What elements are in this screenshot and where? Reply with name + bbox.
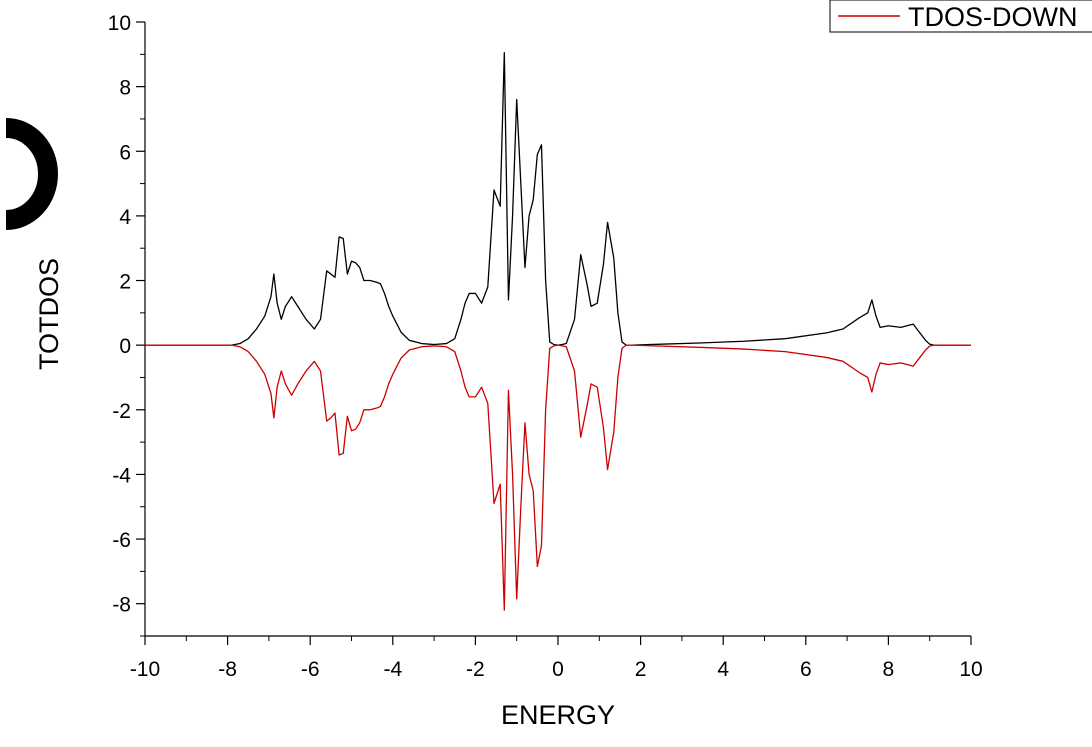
series-line-tdos-up (145, 52, 971, 346)
ticks-layer: -10 -8 -6 -4 -2 0 2 4 6 8 10 10 8 6 4 2 0 -2 -4 -6 -8 (108, 12, 983, 681)
x-tick-label: -10 (130, 658, 160, 681)
y-tick-label: 8 (119, 77, 131, 100)
y-tick-label: 10 (108, 12, 131, 35)
series-line-tdos-down (145, 344, 971, 611)
x-tick-label: 8 (883, 658, 895, 681)
y-tick-label: -4 (112, 464, 131, 487)
y-tick-label: 0 (119, 335, 131, 358)
y-tick-label: 4 (119, 206, 131, 229)
x-axis-title: ENERGY (501, 700, 615, 730)
y-axis-title: TOTDOS (34, 258, 64, 370)
c-glyph-fragment-icon (5, 118, 58, 230)
x-tick-label: 2 (635, 658, 647, 681)
y-tick-label: -8 (112, 594, 131, 617)
x-tick-label: 10 (959, 658, 982, 681)
x-tick-label: -4 (383, 658, 402, 681)
x-tick-label: -8 (218, 658, 237, 681)
y-tick-label: 6 (119, 141, 131, 164)
x-tick-label: 4 (717, 658, 729, 681)
series-layer (145, 52, 971, 611)
y-tick-label: -2 (112, 400, 131, 423)
legend: TDOS-DOWN (829, 0, 1092, 33)
logo-fragment (5, 118, 58, 230)
x-tick-label: -6 (301, 658, 320, 681)
x-tick-label: -2 (466, 658, 485, 681)
legend-label-tdos-down: TDOS-DOWN (908, 2, 1077, 32)
axes (144, 22, 971, 637)
y-tick-label: -6 (112, 529, 131, 552)
x-tick-label: 0 (552, 658, 564, 681)
x-tick-label: 6 (800, 658, 812, 681)
y-tick-label: 2 (119, 271, 131, 294)
